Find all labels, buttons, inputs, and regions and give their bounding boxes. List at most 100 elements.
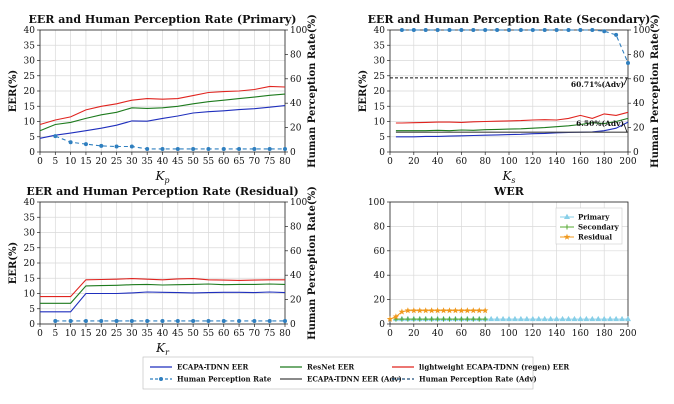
wer-point-plus <box>399 316 405 322</box>
wer-point-triangle <box>619 315 626 322</box>
y-tick-label: 40 <box>24 198 36 208</box>
wer-point-star <box>428 307 435 314</box>
legend-label-ecapa_adv: ECAPA-TDNN EER (Adv) <box>307 375 402 384</box>
legend-label-lightweight: lightweight ECAPA-TDNN (regen) EER <box>419 363 569 372</box>
perception-point <box>221 146 226 151</box>
wer-point-plus <box>417 316 423 322</box>
wer-point-triangle <box>535 315 542 322</box>
annotation-label: 6.50%(Adv) <box>576 119 624 128</box>
plot-frame <box>39 201 286 325</box>
x-tick-label: 80 <box>479 157 491 167</box>
series-line-lightweight <box>395 111 629 124</box>
wer-point-triangle <box>500 315 507 322</box>
wer-point-plus <box>411 316 417 322</box>
wer-point-triangle <box>577 315 584 322</box>
wer-legend-label: Primary <box>578 213 610 222</box>
y-axis-label: EER(%) <box>358 70 369 113</box>
y-tick-label: 15 <box>24 274 36 284</box>
y-tick-label: 25 <box>24 244 36 254</box>
y-right-tick-label: 0 <box>290 148 296 158</box>
perception-point <box>447 28 452 32</box>
y-tick-label: 80 <box>374 222 386 232</box>
x-tick-label: 60 <box>456 157 468 167</box>
x-axis-label-main: K <box>154 169 165 183</box>
perception-point <box>542 28 547 32</box>
x-tick-label: 0 <box>37 329 43 339</box>
wer-point-star <box>563 233 571 240</box>
x-tick-label: 180 <box>596 157 613 167</box>
x-tick-label: 100 <box>500 329 517 339</box>
wer-point-star <box>470 307 477 314</box>
wer-point-plus <box>441 316 447 322</box>
x-tick-label: 65 <box>233 157 245 167</box>
x-axis-label-sub: p <box>164 176 169 185</box>
perception-point <box>252 146 257 151</box>
x-tick-label: 120 <box>524 329 541 339</box>
perception-point <box>99 143 104 148</box>
chart-title: EER and Human Perception Rate (Primary) <box>29 13 297 26</box>
perception-point <box>191 146 196 151</box>
x-tick-label: 80 <box>479 329 491 339</box>
series-line-resnet <box>395 117 629 132</box>
wer-point-star <box>410 307 417 314</box>
x-tick-label: 10 <box>65 157 77 167</box>
wer-point-plus <box>464 316 470 322</box>
wer-point-star <box>458 307 465 314</box>
wer-point-triangle <box>583 315 590 322</box>
x-axis-label: Kp <box>154 169 169 185</box>
x-tick-label: 80 <box>279 157 291 167</box>
y-right-tick-label: 20 <box>290 124 302 134</box>
perception-point <box>495 28 500 32</box>
legend-swatch-marker <box>159 377 163 381</box>
perception-point <box>237 146 242 151</box>
x-tick-label: 160 <box>572 329 589 339</box>
y-tick-label: 0 <box>29 320 35 330</box>
x-tick-label: 45 <box>172 329 184 339</box>
y-axis-label: EER(%) <box>8 242 19 285</box>
wer-point-plus <box>405 316 411 322</box>
y-axis-label: EER(%) <box>8 70 19 113</box>
perception-point <box>221 318 226 323</box>
perception-point <box>175 318 180 323</box>
y-tick-label: 20 <box>24 259 36 269</box>
x-tick-label: 75 <box>264 329 276 339</box>
x-tick-label: 65 <box>233 329 245 339</box>
x-tick-label: 70 <box>249 329 261 339</box>
perception-point <box>399 28 404 32</box>
wer-point-plus <box>564 224 570 230</box>
wer-point-plus <box>458 316 464 322</box>
y-tick-label: 15 <box>24 102 36 112</box>
perception-point <box>602 29 607 34</box>
perception-point <box>471 28 476 32</box>
wer-point-triangle <box>523 315 530 322</box>
annotation-arrow <box>623 124 628 133</box>
x-axis-label: Kr <box>155 341 170 357</box>
perception-point <box>175 146 180 151</box>
perception-point <box>145 318 150 323</box>
x-tick-label: 0 <box>387 329 393 339</box>
x-tick-label: 0 <box>387 157 393 167</box>
plot-frame <box>39 29 286 153</box>
y-right-tick-label: 60 <box>290 247 302 257</box>
wer-point-plus <box>423 316 429 322</box>
wer-point-triangle <box>553 315 560 322</box>
y-tick-label: 35 <box>24 213 36 223</box>
wer-point-triangle <box>529 315 536 322</box>
wer-point-triangle <box>613 315 620 322</box>
perception-point <box>129 318 134 323</box>
perception-point <box>83 142 88 147</box>
wer-point-star <box>404 307 412 314</box>
y-tick-label: 20 <box>374 296 386 306</box>
x-tick-label: 45 <box>172 157 184 167</box>
y-tick-label: 5 <box>29 133 35 143</box>
perception-point <box>423 28 428 32</box>
wer-legend-label: Secondary <box>578 223 620 232</box>
x-tick-label: 100 <box>500 157 517 167</box>
x-axis-label-main: K <box>501 169 512 183</box>
annotation-arrow <box>623 77 628 86</box>
perception-point <box>435 28 440 32</box>
series-line-resnet <box>39 93 286 132</box>
y-tick-label: 40 <box>374 271 386 281</box>
legend-box <box>142 356 534 390</box>
